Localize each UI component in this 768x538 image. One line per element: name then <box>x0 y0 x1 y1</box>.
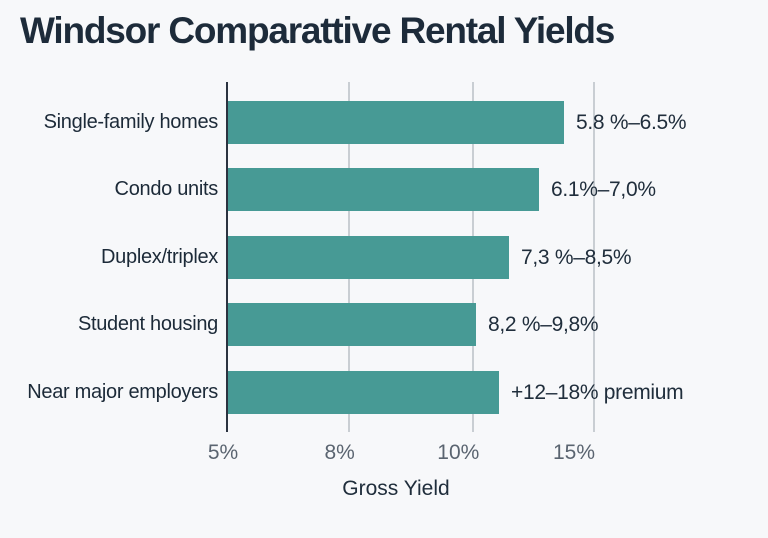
x-tick-label: 10% <box>437 441 480 464</box>
category-label: Condo units <box>114 178 219 200</box>
bar <box>228 371 499 414</box>
x-tick-label: 8% <box>324 441 355 464</box>
category-label: Single-family homes <box>43 111 219 133</box>
y-axis-line <box>226 82 228 432</box>
bar <box>228 101 564 144</box>
chart-title: Windsor Comparattive Rental Yields <box>20 10 615 51</box>
x-tick-label: 15% <box>552 441 596 464</box>
category-label: Duplex/triplex <box>101 246 218 268</box>
value-label: 5.8 %–6.5% <box>576 111 687 134</box>
value-label: 6.1%–7,0% <box>551 178 656 201</box>
category-label: Near major employers <box>27 381 218 403</box>
bar <box>228 236 509 279</box>
gridline <box>593 82 595 432</box>
value-label: 7,3 %–8,5% <box>521 246 632 269</box>
x-axis-title: Gross Yield <box>342 477 450 500</box>
x-tick-label: 5% <box>207 441 239 464</box>
category-label: Student housing <box>77 313 218 335</box>
value-label: 8,2 %–9,8% <box>488 313 599 336</box>
bar <box>228 168 539 211</box>
value-label: +12–18% premium <box>511 381 684 404</box>
bar <box>228 303 476 346</box>
